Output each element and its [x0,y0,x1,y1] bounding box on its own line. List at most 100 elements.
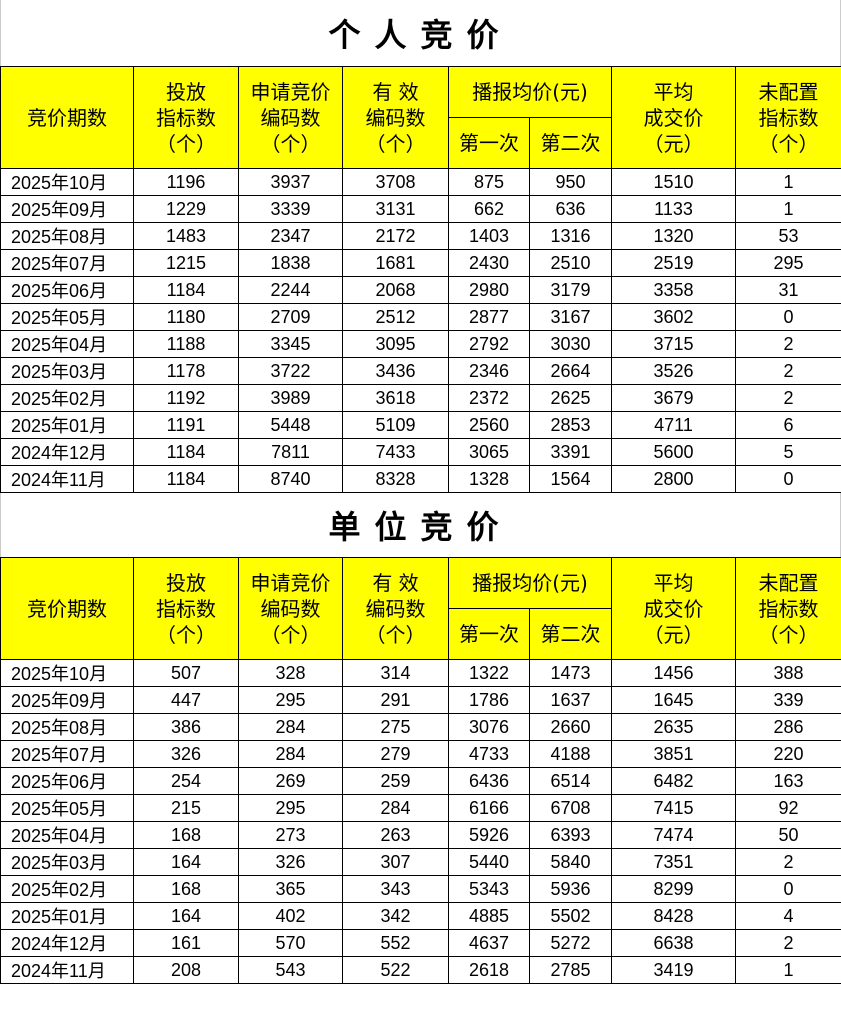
cell-first: 2792 [448,330,530,358]
cell-quota: 168 [133,875,239,903]
table-row: 2025年04月 1188 3345 3095 2792 3030 3715 2 [0,330,841,358]
cell-period: 2025年04月 [0,821,134,849]
cell-first: 662 [448,195,530,223]
cell-second: 2664 [528,357,613,385]
cell-quota: 1483 [133,222,239,250]
cell-quota: 164 [133,848,239,876]
cell-avg: 2519 [611,249,737,277]
cell-second: 2853 [528,411,613,439]
cell-unallocated: 92 [735,794,841,822]
cell-avg: 1320 [611,222,737,250]
cell-quota: 1184 [133,276,239,304]
table-row: 2024年11月 208 543 522 2618 2785 3419 1 [0,956,841,984]
header-first: 第一次 [448,608,530,660]
header-avg-price: 平均 成交价 （元） [611,557,737,660]
table-row: 2025年10月 1196 3937 3708 875 950 1510 1 [0,168,841,196]
cell-avg: 2635 [611,713,737,741]
header-line: 申请竞价 [250,570,331,595]
cell-avg: 7415 [611,794,737,822]
cell-valid: 263 [342,821,449,849]
cell-avg: 6638 [611,929,737,957]
cell-unallocated: 4 [735,902,841,930]
cell-second: 4188 [528,740,613,768]
cell-quota: 386 [133,713,239,741]
auction-table: 竞价期数 投放 指标数 （个） 申请竞价 编码数 （个） 有 效编码数 （个） 播报均价(… [0,66,841,493]
cell-quota: 447 [133,686,239,714]
cell-valid: 2068 [342,276,449,304]
cell-second: 6514 [528,767,613,795]
cell-first: 2560 [448,411,530,439]
section-title: 单位竞价 [0,493,841,557]
cell-second: 5936 [528,875,613,903]
cell-second: 1637 [528,686,613,714]
cell-period: 2025年02月 [0,875,134,903]
header-unallocated: 未配置 指标数 （个） [735,66,841,169]
header-line: 未配置 [758,570,819,595]
header-line: 成交价 [643,105,704,130]
cell-period: 2025年08月 [0,222,134,250]
header-line: （个） [156,622,216,647]
table-row: 2025年06月 254 269 259 6436 6514 6482 163 [0,767,841,795]
header-avg-price: 平均 成交价 （元） [611,66,737,169]
header-unallocated: 未配置 指标数 （个） [735,557,841,660]
cell-first: 3076 [448,713,530,741]
table-row: 2025年04月 168 273 263 5926 6393 7474 50 [0,821,841,849]
cell-avg: 3358 [611,276,737,304]
cell-valid: 291 [342,686,449,714]
header-line: （个） [365,622,426,647]
cell-unallocated: 50 [735,821,841,849]
header-valid: 有 效编码数 （个） [342,66,449,169]
table-row: 2025年05月 1180 2709 2512 2877 3167 3602 0 [0,303,841,331]
auction-results-document: 个人竞价 竞价期数 投放 指标数 （个） 申请竞价 编码数 （个） 有 效编码数 （个） … [0,0,841,984]
header-line: （个） [260,622,321,647]
cell-second: 1473 [528,659,613,687]
cell-second: 2785 [528,956,613,984]
cell-unallocated: 5 [735,438,841,466]
cell-first: 4885 [448,902,530,930]
cell-period: 2025年03月 [0,848,134,876]
header-line: 指标数 [758,105,819,130]
cell-second: 2660 [528,713,613,741]
cell-valid: 522 [342,956,449,984]
cell-first: 2346 [448,357,530,385]
cell-second: 3391 [528,438,613,466]
header-line: （个） [758,131,819,156]
cell-applied: 2347 [238,222,343,250]
cell-avg: 1456 [611,659,737,687]
cell-applied: 328 [238,659,343,687]
cell-avg: 8428 [611,902,737,930]
cell-avg: 3679 [611,384,737,412]
cell-valid: 2512 [342,303,449,331]
cell-period: 2024年11月 [0,465,134,493]
cell-quota: 1178 [133,357,239,385]
cell-quota: 1184 [133,438,239,466]
cell-valid: 1681 [342,249,449,277]
cell-second: 3167 [528,303,613,331]
cell-first: 2618 [448,956,530,984]
cell-valid: 307 [342,848,449,876]
cell-applied: 3937 [238,168,343,196]
cell-period: 2025年04月 [0,330,134,358]
cell-quota: 215 [133,794,239,822]
cell-applied: 402 [238,902,343,930]
cell-unallocated: 163 [735,767,841,795]
cell-first: 2430 [448,249,530,277]
table-row: 2025年03月 1178 3722 3436 2346 2664 3526 2 [0,357,841,385]
cell-valid: 2172 [342,222,449,250]
cell-valid: 3708 [342,168,449,196]
cell-applied: 1838 [238,249,343,277]
cell-valid: 5109 [342,411,449,439]
cell-valid: 314 [342,659,449,687]
cell-second: 3030 [528,330,613,358]
cell-avg: 3602 [611,303,737,331]
cell-quota: 254 [133,767,239,795]
cell-unallocated: 0 [735,875,841,903]
cell-quota: 1215 [133,249,239,277]
cell-quota: 1180 [133,303,239,331]
cell-quota: 168 [133,821,239,849]
cell-quota: 208 [133,956,239,984]
header-line: （个） [758,622,819,647]
cell-period: 2025年07月 [0,740,134,768]
header-line: 编码数 [365,596,426,621]
cell-first: 1322 [448,659,530,687]
